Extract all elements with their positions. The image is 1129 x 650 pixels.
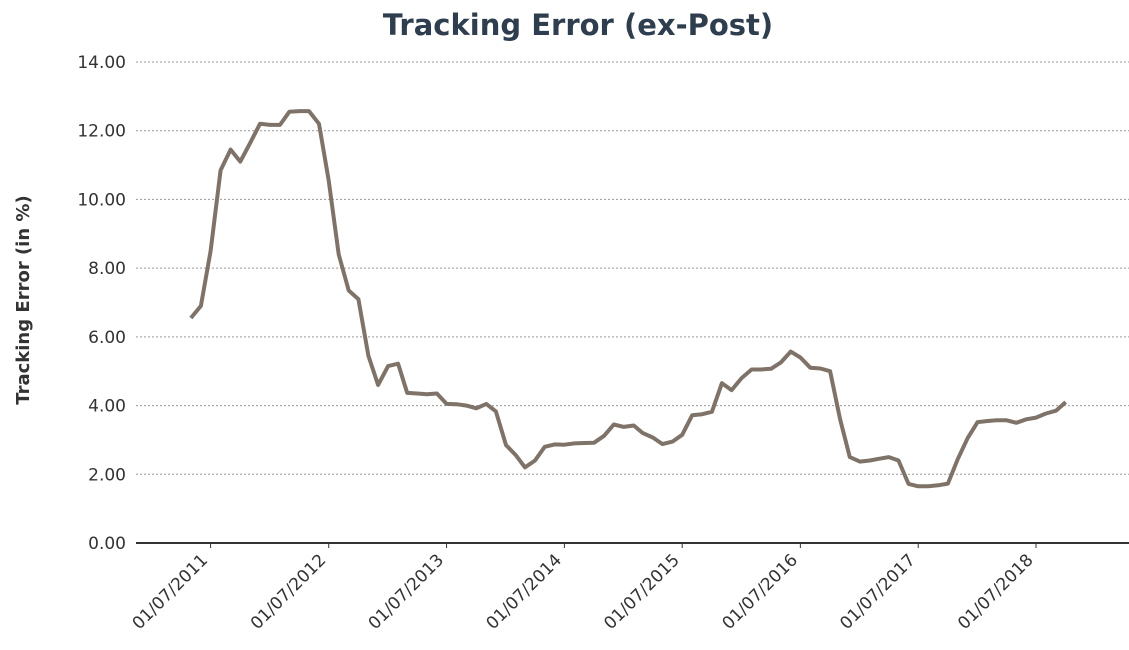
y-tick-label: 4.00 — [88, 397, 126, 417]
chart-title: Tracking Error (ex-Post) — [383, 8, 773, 42]
y-tick-label: 14.00 — [77, 53, 126, 73]
y-axis-label: Tracking Error (in %) — [13, 195, 34, 404]
x-tick-label: 01/07/2017 — [836, 550, 919, 633]
y-tick-label: 10.00 — [77, 190, 126, 210]
x-tick-label: 01/07/2014 — [482, 550, 565, 633]
x-tick-label: 01/07/2011 — [129, 550, 212, 633]
line — [189, 109, 1068, 489]
y-tick-label: 8.00 — [88, 259, 126, 279]
x-tick-label: 01/07/2013 — [365, 550, 448, 633]
y-tick-label: 12.00 — [77, 122, 126, 142]
y-tick-label: 0.00 — [88, 534, 126, 554]
x-tick-label: 01/07/2018 — [954, 550, 1037, 633]
x-tick-label: 01/07/2015 — [600, 550, 683, 633]
x-tick-label: 01/07/2016 — [718, 550, 801, 633]
y-tick-label: 6.00 — [88, 328, 126, 348]
y-tick-label: 2.00 — [88, 465, 126, 485]
x-tick-label: 01/07/2012 — [247, 550, 330, 633]
